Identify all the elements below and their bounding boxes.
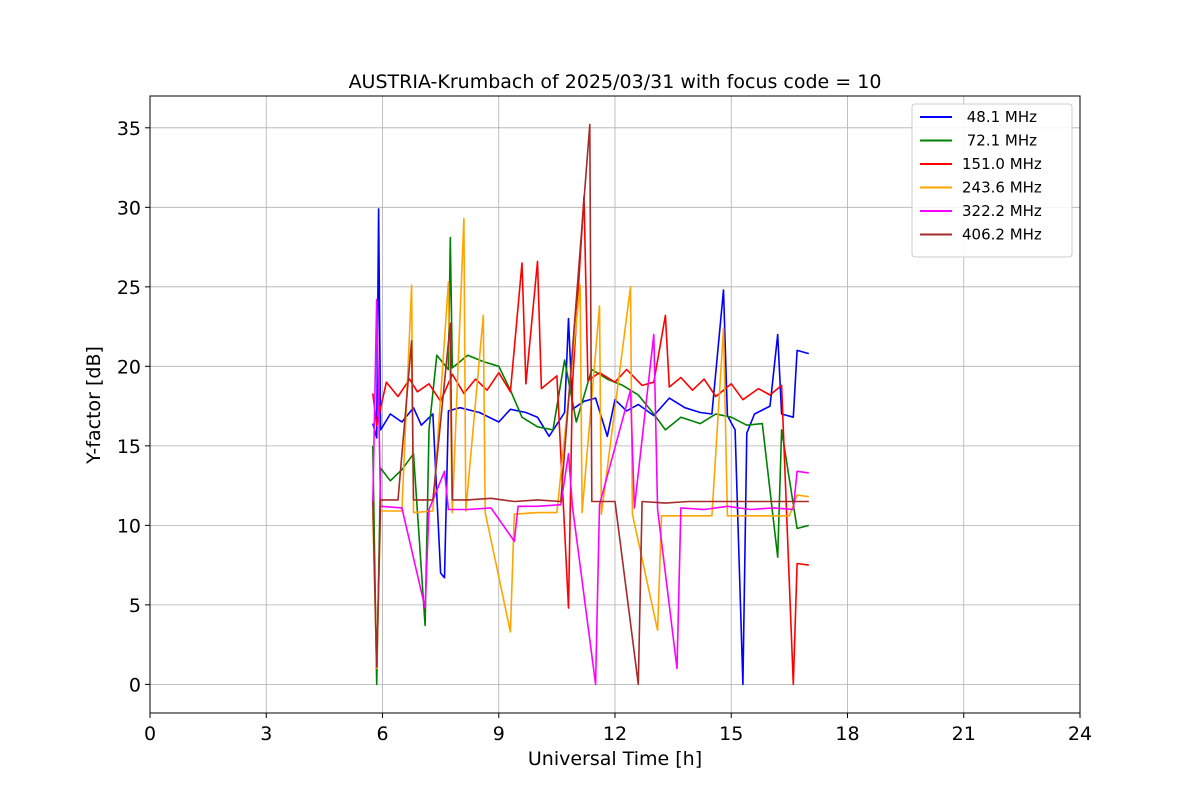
x-tick-label: 15 <box>719 723 743 745</box>
y-tick-label: 15 <box>117 436 141 458</box>
x-tick-label: 9 <box>493 723 505 745</box>
legend-entry-label: 48.1 MHz <box>962 108 1037 126</box>
legend-entry-label: 406.2 MHz <box>962 226 1042 244</box>
legend: 48.1 MHz 72.1 MHz 151.0 MHz 243.6 MHz 322.2… <box>911 103 1073 258</box>
chart-title: AUSTRIA-Krumbach of 2025/03/31 with focu… <box>349 71 882 93</box>
y-tick-label: 0 <box>129 674 141 696</box>
x-tick-label: 12 <box>603 723 627 745</box>
legend-entry-label: 243.6 MHz <box>962 179 1042 197</box>
legend-box <box>911 103 1073 258</box>
x-tick-label: 24 <box>1068 723 1092 745</box>
y-tick-label: 30 <box>117 197 141 219</box>
series-line-5 <box>372 123 809 686</box>
axis-ticks: 0 3 6 9 12 15 18 21 24 0 5 10 15 20 25 30 35 <box>117 118 1092 745</box>
y-tick-label: 25 <box>117 277 141 299</box>
y-axis-label: Y-factor [dB] <box>83 346 105 465</box>
x-axis-label: Universal Time [h] <box>528 748 702 770</box>
y-tick-label: 5 <box>129 595 141 617</box>
y-tick-label: 10 <box>117 515 141 537</box>
series-line-1 <box>372 236 810 686</box>
y-tick-label: 20 <box>117 356 141 378</box>
series-line-4 <box>372 298 809 686</box>
legend-entry-label: 322.2 MHz <box>962 202 1042 220</box>
x-tick-label: 0 <box>144 723 156 745</box>
legend-entry-label: 151.0 MHz <box>962 155 1042 173</box>
x-tick-label: 18 <box>835 723 859 745</box>
x-tick-label: 3 <box>260 723 272 745</box>
x-tick-label: 21 <box>952 723 976 745</box>
series-line-0 <box>372 208 810 686</box>
y-tick-label: 35 <box>117 118 141 140</box>
x-tick-label: 6 <box>376 723 388 745</box>
legend-entry-label: 72.1 MHz <box>962 132 1037 150</box>
series-line-2 <box>372 195 809 686</box>
series-layer <box>372 123 810 686</box>
